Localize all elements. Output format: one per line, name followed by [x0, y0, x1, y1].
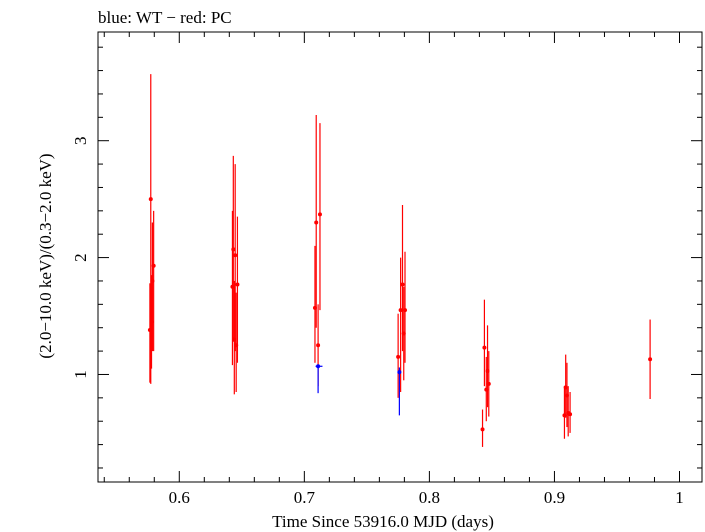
- data-point: [403, 308, 408, 313]
- y-tick-label: 2: [71, 253, 90, 262]
- data-point: [235, 282, 240, 287]
- x-tick-label: 0.7: [294, 488, 316, 507]
- x-tick-label: 0.9: [544, 488, 565, 507]
- x-tick-label: 1: [675, 488, 684, 507]
- series-pc: [147, 74, 653, 447]
- data-point: [397, 370, 402, 375]
- data-point: [486, 381, 491, 386]
- data-point: [396, 354, 401, 359]
- data-point: [148, 197, 153, 202]
- data-point: [316, 343, 321, 348]
- axis-layer: 0.6 0.7 0.8 0.9 1 1 2 3: [71, 32, 702, 507]
- data-point: [231, 247, 236, 252]
- data-point: [233, 253, 238, 258]
- data-point: [316, 364, 321, 369]
- y-axis-label: (2.0−10.0 keV)/(0.3−2.0 keV): [36, 153, 55, 358]
- data-point: [317, 212, 322, 217]
- data-point: [568, 412, 573, 417]
- y-tick-label: 1: [71, 370, 90, 379]
- y-tick-label: 3: [71, 136, 90, 145]
- plot-frame: [97, 31, 703, 483]
- data-point: [482, 345, 487, 350]
- x-axis-label: Time Since 53916.0 MJD (days): [272, 512, 494, 531]
- data-layer: [147, 74, 653, 447]
- data-point: [398, 308, 403, 313]
- data-point: [314, 220, 319, 225]
- chart-title: blue: WT − red: PC: [98, 8, 232, 27]
- data-point: [480, 427, 485, 432]
- data-point: [648, 357, 653, 362]
- data-point: [400, 282, 405, 287]
- x-tick-label: 0.8: [419, 488, 440, 507]
- series-wt: [315, 364, 402, 416]
- x-tick-label: 0.6: [169, 488, 190, 507]
- data-point: [151, 263, 156, 268]
